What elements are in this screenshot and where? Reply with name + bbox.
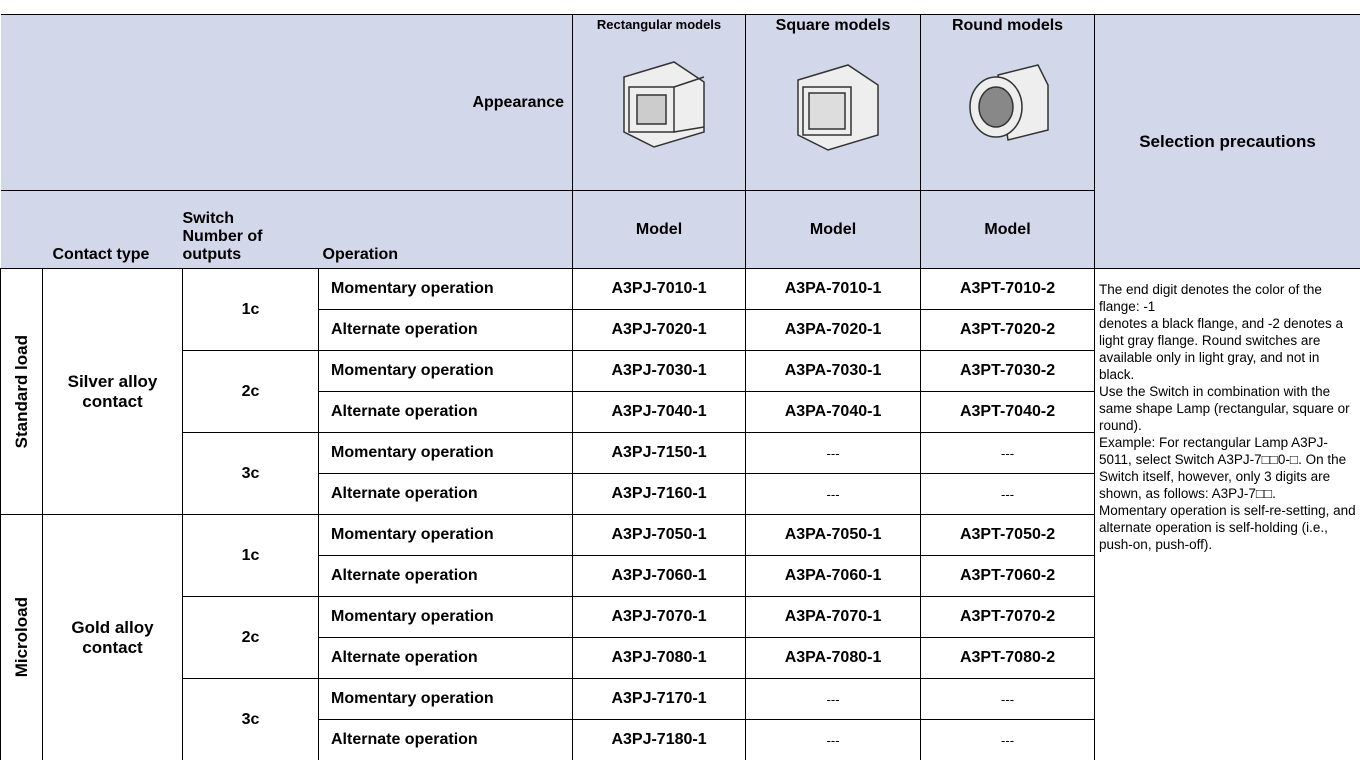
model-head: Model [572,190,747,269]
operation: Momentary operation [317,432,574,474]
model: A3PJ-7050-1 [572,514,747,556]
blank [0,190,43,269]
operation: Momentary operation [317,596,574,638]
model: --- [745,719,922,760]
model: A3PJ-7030-1 [572,350,747,392]
row: 3c Momentary operation A3PJ-7150-1 --- --- [1,432,1360,515]
operation: Momentary operation [317,350,574,392]
switch-image [968,64,1049,141]
model: A3PJ-7180-1 [572,719,747,760]
column-head: Round models [920,14,1096,191]
model: --- [920,678,1096,720]
page: Appearance Rectangular models Square mod… [0,14,1360,760]
load-label: Standard load [11,334,31,449]
outputs: 1c [182,268,319,351]
precaution-text: The end digit denotes the color of the f… [1099,282,1322,314]
model: A3PT-7030-2 [920,350,1096,392]
product-table: Appearance Rectangular models Square mod… [0,14,1360,760]
contact-type-head: Contact type [42,190,183,269]
row: Standard load Silver alloy contact 1c Momen… [0,268,1360,760]
operation-head: Operation [318,190,573,269]
model: --- [920,432,1096,474]
operation: Momentary operation [317,514,574,556]
precautions: The end digit denotes the color of the f… [1094,268,1360,760]
outputs: 3c [182,678,319,760]
precaution-text: Use the Switch in combination with the s… [1099,384,1350,433]
row: Alternate operation A3PJ-7040-1 A3PA-7040-… [1,391,1360,433]
switch-image [797,64,879,151]
column-head: Rectangular models [572,14,747,191]
model: A3PT-7040-2 [920,391,1096,433]
operation: Momentary operation [317,678,574,720]
column-title: Round models [951,17,1064,34]
model: A3PJ-7150-1 [572,432,747,474]
outputs: 3c [182,432,319,515]
outputs-label: Number of outputs [182,228,263,263]
operation: Alternate operation [317,637,574,679]
model: A3PJ-7170-1 [572,678,747,720]
row: Alternate operation A3PJ-7080-1 A3PA-7080-… [1,637,1360,679]
row: 2c Momentary operation A3PJ-7070-1 A3PA-707… [1,596,1360,679]
operation: Momentary operation [317,268,574,310]
model: --- [745,473,922,515]
model: A3PA-7060-1 [745,555,922,597]
column-title: Square models [775,17,891,34]
model: A3PJ-7040-1 [572,391,747,433]
precaution-text: denotes a black flange, and -2 denotes a… [1099,316,1343,382]
model: A3PT-7020-2 [920,309,1096,351]
column-title: Rectangular models [596,17,722,32]
precaution-text: Example: For rectangular Lamp A3PJ-5011,… [1099,435,1347,501]
model: A3PJ-7010-1 [572,268,747,310]
operation: Alternate operation [317,719,574,760]
table-body: Standard load Silver alloy contact 1c Momen… [0,268,1360,760]
model: A3PJ-7020-1 [572,309,747,351]
row: Alternate operation A3PJ-7180-1 --- --- [1,719,1360,760]
operation: Alternate operation [317,391,574,433]
column-head: Square models [745,14,922,191]
model: A3PT-7070-2 [920,596,1096,638]
row: 2c Momentary operation A3PJ-7030-1 A3PA-703… [1,350,1360,433]
model: A3PT-7080-2 [920,637,1096,679]
switch-head: Switch [182,210,235,227]
operation: Alternate operation [317,473,574,515]
precaution-text: Momentary operation is self-re-setting, … [1099,503,1356,552]
appearance-label: Appearance [0,14,574,191]
load-cell: Standard load [0,268,43,515]
switch-image [623,61,705,148]
model: A3PA-7080-1 [745,637,922,679]
model: A3PJ-7080-1 [572,637,747,679]
model-head: Model [745,190,922,269]
operation: Alternate operation [317,309,574,351]
model: A3PT-7050-2 [920,514,1096,556]
model: A3PT-7010-2 [920,268,1096,310]
model: --- [920,473,1096,515]
contact-type: Gold alloy contact [42,514,183,760]
model: A3PJ-7160-1 [572,473,747,515]
outputs-head: Switch Number of outputs [182,190,319,269]
model: A3PA-7050-1 [745,514,922,556]
model: A3PA-7010-1 [745,268,922,310]
model: A3PA-7070-1 [745,596,922,638]
row: 3c Momentary operation A3PJ-7170-1 --- --- [1,678,1360,760]
model: A3PA-7020-1 [745,309,922,351]
model: A3PT-7060-2 [920,555,1096,597]
model: A3PA-7030-1 [745,350,922,392]
load-cell: Microload [0,514,43,760]
contact-type: Silver alloy contact [42,268,183,515]
model-head: Model [920,190,1096,269]
model: --- [920,719,1096,760]
operation: Alternate operation [317,555,574,597]
outputs: 2c [182,350,319,433]
model: A3PA-7040-1 [745,391,922,433]
model: --- [745,432,922,474]
outputs: 1c [182,514,319,597]
precautions-head: Selection precautions [1094,14,1360,269]
outputs: 2c [182,596,319,679]
load-label: Microload [11,597,31,678]
model: --- [745,678,922,720]
model: A3PJ-7060-1 [572,555,747,597]
model: A3PJ-7070-1 [572,596,747,638]
